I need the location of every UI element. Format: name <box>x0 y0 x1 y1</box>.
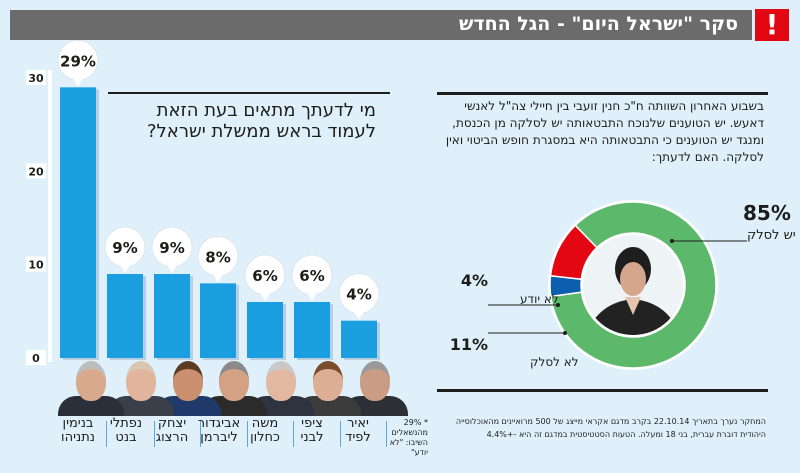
bar <box>247 302 283 358</box>
candidate-name-line: לבני <box>300 430 324 445</box>
data-label: 6% <box>252 267 277 285</box>
candidate-name-line: בנט <box>115 430 137 445</box>
data-label-bubble: 6% <box>291 254 333 301</box>
candidate-name-line: יצחק <box>157 416 187 431</box>
header-bar: סקר "ישראל היום" - הגל החדש <box>10 10 752 40</box>
data-label: 29% <box>60 52 96 70</box>
data-label-bubble: 4% <box>338 273 380 320</box>
slice-name-label: לא יודע <box>520 292 559 306</box>
name-separator <box>293 421 294 447</box>
bar <box>294 302 330 358</box>
donut-chart: 85% יש לסלק 4% לא יודע 11% לא לסלק <box>450 200 796 370</box>
y-tick-label: 20 <box>28 165 44 178</box>
candidate-photo <box>102 355 180 416</box>
pie-bottom-divider <box>437 389 768 392</box>
data-label-bubble: 6% <box>244 254 286 301</box>
name-separator <box>340 421 341 447</box>
y-axis-line <box>48 70 52 362</box>
y-tick: 20 <box>26 163 46 179</box>
candidate-name-line: יאיר <box>347 416 369 431</box>
alert-icon: ! <box>755 9 789 41</box>
question-divider <box>108 92 390 94</box>
y-tick-label: 0 <box>32 352 40 365</box>
y-tick-label: 10 <box>28 259 44 272</box>
y-tick: 0 <box>26 350 46 365</box>
candidate-name-line: ציפי <box>301 416 323 431</box>
candidate-name: ציפי לבני <box>286 417 338 445</box>
bar <box>154 274 190 358</box>
bar <box>60 87 96 359</box>
pie-question: בשבוע האחרון השוותה ח"כ חנין זועבי בין ח… <box>445 99 764 164</box>
data-label-bubble: 9% <box>151 226 193 273</box>
slice-value-label: 4% <box>461 271 488 290</box>
candidate-name: משה כחלון <box>239 417 291 445</box>
bar-chart-question: מי לדעתך מתאים בעת הזאת לעמוד בראש ממשלת… <box>147 100 376 142</box>
candidate-name: יאיר לפיד <box>332 417 384 445</box>
candidate-name-line: נתניהו <box>61 430 95 445</box>
data-label: 6% <box>299 267 324 285</box>
slice-value-label: 85% <box>743 201 791 225</box>
bar <box>341 320 377 358</box>
data-label: 4% <box>346 286 371 304</box>
candidate-name-line: בנימין <box>62 416 94 431</box>
candidate-name-line: הרצוג <box>155 430 189 445</box>
name-separator <box>154 421 155 447</box>
slice-value-label: 11% <box>450 335 488 354</box>
candidate-name: אביגדור ליברמן <box>193 417 245 445</box>
pie-top-divider <box>437 92 768 95</box>
dont-know-footnote: * 29% מהנשאלים השיבו: "לא יודע" <box>389 418 428 457</box>
candidate-name: בנימין נתניהו <box>52 417 104 445</box>
donut-slice <box>549 201 717 369</box>
candidate-name-line: משה <box>251 416 279 431</box>
methodology-note: המחקר נערך בתאריך 22.10.14 בקרב מדגם אקר… <box>455 417 766 439</box>
bar <box>107 274 143 358</box>
candidate-name: נפתלי בנט <box>100 417 152 445</box>
page-title: סקר "ישראל היום" - הגל החדש <box>459 13 738 35</box>
leader-dot <box>556 303 560 307</box>
name-separator <box>386 421 387 447</box>
name-separator <box>247 421 248 447</box>
name-separator <box>200 421 201 447</box>
y-tick: 10 <box>26 256 46 272</box>
candidate-name-line: נפתלי <box>109 416 143 431</box>
data-label: 9% <box>112 239 137 257</box>
y-tick-label: 30 <box>28 72 44 85</box>
name-separator <box>106 421 107 447</box>
slice-name-label: יש לסלק <box>747 228 796 243</box>
candidate-name-line: אביגדור <box>197 416 241 431</box>
data-label: 8% <box>205 248 230 266</box>
candidate-photo <box>52 355 130 416</box>
candidate-names: בנימין נתניהו נפתלי בנט יצחק הרצוג אביגדור ליבר… <box>48 417 388 457</box>
leader-dot <box>563 331 567 335</box>
y-tick: 30 <box>26 70 46 85</box>
candidate-name-line: לפיד <box>345 430 371 445</box>
leader-dot <box>670 239 674 243</box>
bar <box>200 283 236 358</box>
data-label-bubble: 8% <box>197 235 239 283</box>
bar-chart: 0 10 20 30 29% 9% 9% 8% 6% 6% 4% <box>26 39 380 365</box>
candidate-name-line: ליברמן <box>200 430 238 445</box>
data-label-bubble: 29% <box>57 39 99 87</box>
candidate-name-line: כחלון <box>250 430 280 445</box>
candidate-name: יצחק הרצוג <box>146 417 198 445</box>
data-label: 9% <box>159 239 184 257</box>
candidate-photos <box>52 355 414 416</box>
slice-name-label: לא לסלק <box>530 355 579 369</box>
data-label-bubble: 9% <box>104 226 146 273</box>
